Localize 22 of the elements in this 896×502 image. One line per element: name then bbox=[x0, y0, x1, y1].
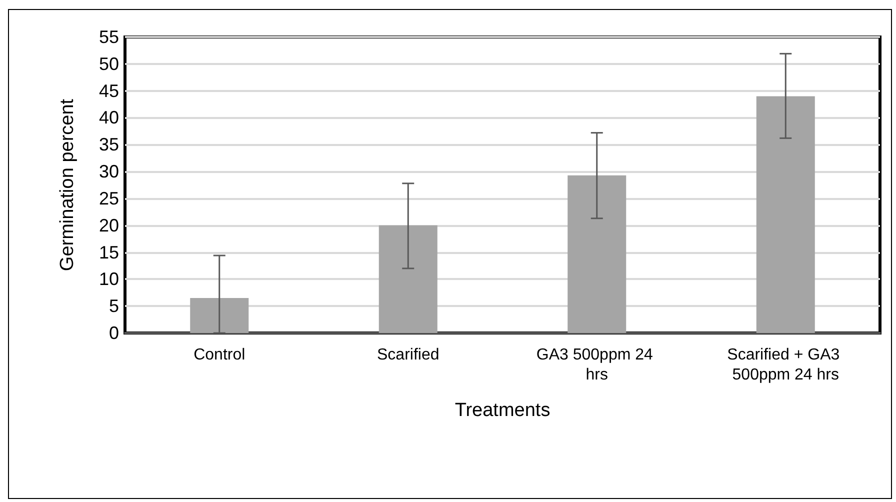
bar bbox=[756, 96, 815, 333]
bar bbox=[190, 298, 249, 333]
y-tick-label: 30 bbox=[98, 162, 119, 182]
x-tick-label: Scarified + GA3 500ppm 24 hrs bbox=[727, 346, 844, 384]
y-tick-label: 10 bbox=[98, 269, 119, 290]
y-tick-label: 55 bbox=[98, 27, 119, 47]
x-tick-label: Scarified bbox=[377, 346, 440, 364]
y-tick-label: 15 bbox=[98, 242, 119, 262]
y-tick-label: 40 bbox=[98, 108, 119, 128]
bar bbox=[568, 175, 626, 333]
y-tick-label: 50 bbox=[98, 54, 119, 74]
x-tick-label: GA3 500ppm 24 hrs bbox=[536, 346, 658, 384]
x-tick-label: Control bbox=[194, 346, 246, 364]
y-tick-label: 5 bbox=[108, 296, 119, 316]
y-tick-label: 20 bbox=[98, 215, 119, 236]
y-axis-title: Germination percent bbox=[57, 98, 78, 272]
y-tick-label: 0 bbox=[108, 323, 119, 343]
y-tick-label: 45 bbox=[98, 80, 119, 101]
y-tick-label: 35 bbox=[98, 134, 119, 155]
x-axis-title: Treatments bbox=[454, 400, 550, 421]
y-tick-label: 25 bbox=[98, 188, 119, 208]
bar bbox=[378, 225, 438, 333]
